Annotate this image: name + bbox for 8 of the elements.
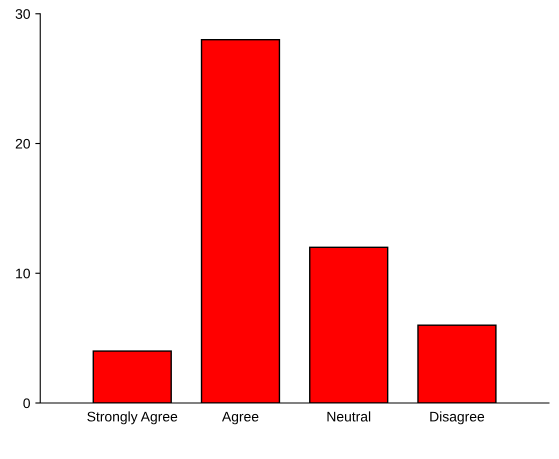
y-tick-label: 0: [23, 398, 30, 408]
x-tick-label: Neutral: [327, 411, 370, 422]
y-tick-label: 20: [16, 138, 30, 149]
y-tick-label: 30: [16, 9, 30, 19]
y-tick-label: 10: [16, 268, 30, 278]
x-tick-label: Agree: [222, 412, 258, 424]
x-tick-label: Disagree: [430, 411, 484, 424]
x-tick-label: Strongly Agree: [87, 411, 178, 424]
